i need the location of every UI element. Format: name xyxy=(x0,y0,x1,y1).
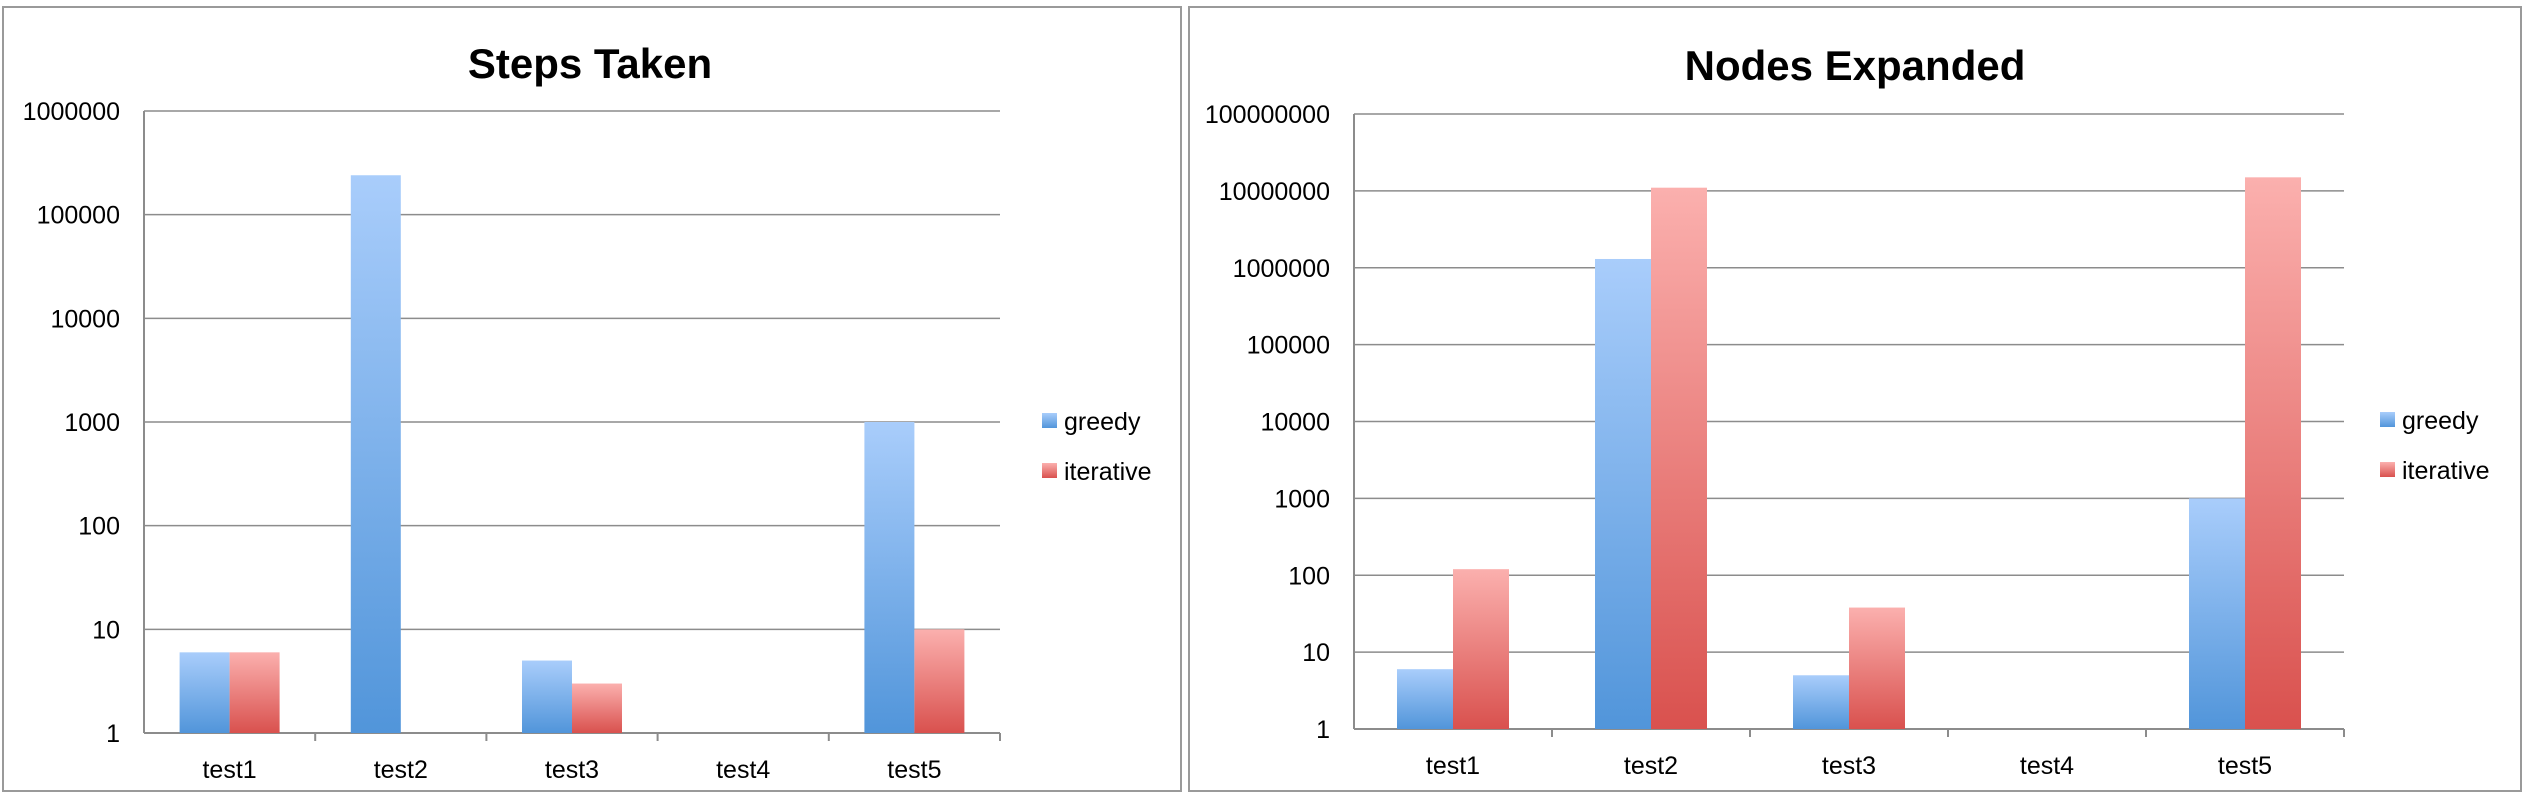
bar-iterative-test5 xyxy=(914,629,965,733)
y-tick-label: 10000 xyxy=(1260,409,1330,437)
legend-label-greedy: greedy xyxy=(2402,407,2479,435)
bar-iterative-test1 xyxy=(1453,569,1509,729)
bar-iterative-test5 xyxy=(2245,177,2301,729)
legend-swatch-iterative xyxy=(1042,463,1057,478)
bar-iterative-test3 xyxy=(1849,607,1905,729)
x-tick-label: test2 xyxy=(1624,752,1678,780)
steps-taken-chart-panel: Steps Taken 1 10 100 1000 10000 100000 1000000… xyxy=(2,6,1182,792)
x-tick-label: test4 xyxy=(2020,752,2074,780)
x-tick-label: test2 xyxy=(374,756,428,784)
x-tick-label: test3 xyxy=(1822,752,1876,780)
legend-swatch-greedy xyxy=(2380,412,2395,427)
bar-greedy-test5 xyxy=(864,422,915,733)
bar-greedy-test5 xyxy=(2189,498,2245,729)
bar-greedy-test3 xyxy=(522,660,572,733)
chart-title: Steps Taken xyxy=(468,40,712,87)
legend-label-greedy: greedy xyxy=(1064,408,1141,436)
y-tick-label: 1000000 xyxy=(1233,255,1330,283)
y-tick-label: 1000 xyxy=(1274,485,1330,513)
bar-greedy-test1 xyxy=(179,652,230,733)
y-tick-label: 100000000 xyxy=(1205,101,1330,129)
y-tick-label: 1 xyxy=(106,720,120,748)
y-tick-label: 10 xyxy=(92,616,120,644)
bar-iterative-test1 xyxy=(229,652,280,733)
x-tick-label: test4 xyxy=(716,756,770,784)
steps-taken-chart: Steps Taken 1 10 100 1000 10000 100000 1000000… xyxy=(23,40,1152,784)
bar-greedy-test2 xyxy=(350,175,401,733)
legend-label-iterative: iterative xyxy=(2402,457,2490,485)
y-tick-label: 1000 xyxy=(64,409,120,437)
bar-iterative-test2 xyxy=(1651,187,1707,729)
x-tick-label: test1 xyxy=(1426,752,1480,780)
chart-title: Nodes Expanded xyxy=(1685,42,2026,89)
x-tick-label: test5 xyxy=(887,756,941,784)
bar-greedy-test1 xyxy=(1397,669,1453,729)
y-tick-label: 1000000 xyxy=(23,98,120,126)
y-tick-label: 100 xyxy=(78,513,120,541)
y-tick-label: 10000 xyxy=(50,305,120,333)
legend-swatch-iterative xyxy=(2380,462,2395,477)
nodes-expanded-chart: Nodes Expanded 1 10 100 1000 10000 100000 1000… xyxy=(1205,42,2490,780)
y-tick-label: 100000 xyxy=(1247,332,1330,360)
legend-label-iterative: iterative xyxy=(1064,458,1152,486)
y-tick-label: 10000000 xyxy=(1219,178,1330,206)
x-tick-label: test3 xyxy=(545,756,599,784)
bar-iterative-test3 xyxy=(572,683,622,733)
bar-greedy-test3 xyxy=(1793,675,1849,729)
y-tick-label: 100 xyxy=(1288,562,1330,590)
nodes-expanded-chart-panel: Nodes Expanded 1 10 100 1000 10000 100000 1000… xyxy=(1188,6,2522,792)
legend-swatch-greedy xyxy=(1042,413,1057,428)
y-tick-label: 1 xyxy=(1316,716,1330,744)
y-tick-label: 10 xyxy=(1302,639,1330,667)
x-tick-label: test5 xyxy=(2218,752,2272,780)
x-tick-label: test1 xyxy=(202,756,256,784)
y-tick-label: 100000 xyxy=(37,202,120,230)
bar-greedy-test2 xyxy=(1595,258,1651,729)
